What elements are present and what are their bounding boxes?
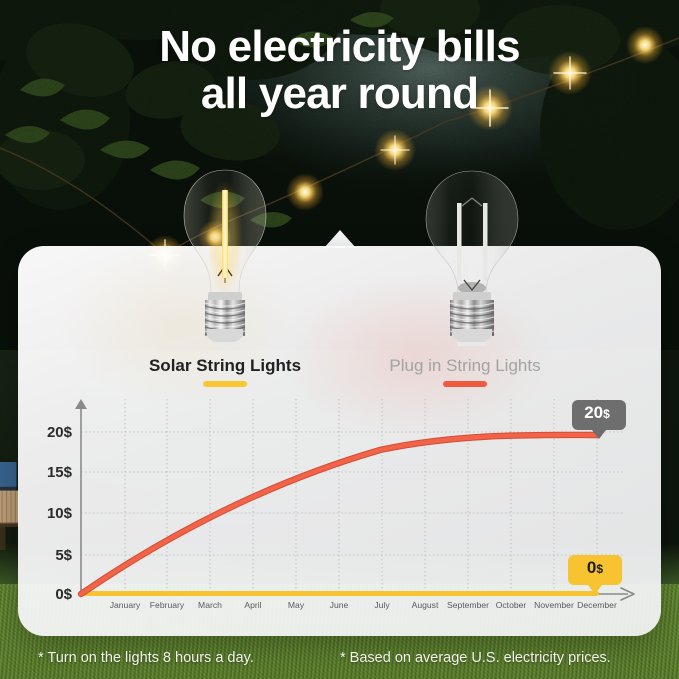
svg-text:December: December [577,600,617,610]
svg-text:20$: 20$ [47,424,73,441]
svg-text:March: March [198,600,222,610]
svg-text:0$: 0$ [55,586,72,603]
svg-text:January: January [110,600,141,610]
svg-text:10$: 10$ [47,505,73,522]
svg-text:5$: 5$ [55,547,72,564]
svg-text:June: June [330,600,349,610]
svg-text:August: August [412,600,439,610]
svg-text:September: September [447,600,489,610]
svg-text:October: October [496,600,527,610]
svg-text:May: May [288,600,305,610]
svg-text:15$: 15$ [47,464,73,481]
svg-text:November: November [534,600,574,610]
svg-text:February: February [150,600,185,610]
svg-text:April: April [244,600,261,610]
svg-text:July: July [374,600,390,610]
